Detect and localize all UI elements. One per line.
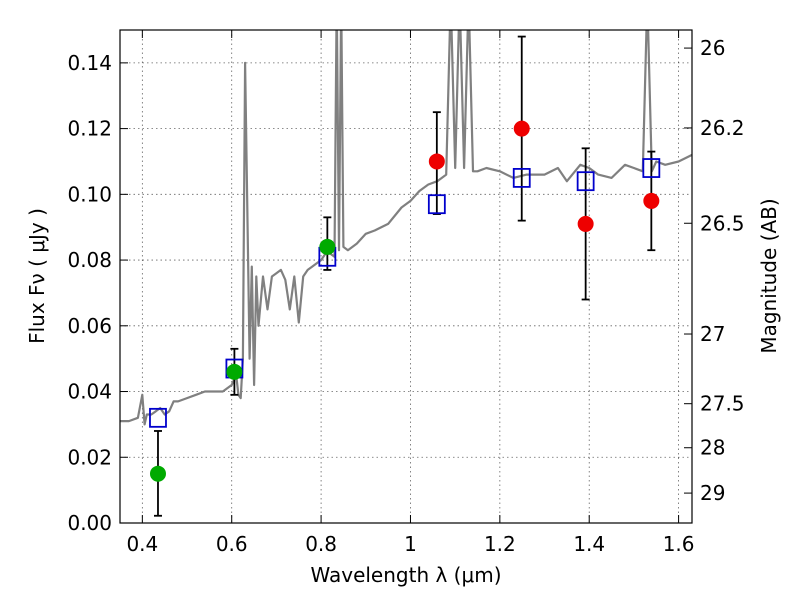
- x-tick-label: 1: [404, 532, 417, 556]
- x-tick-label: 1.4: [573, 532, 605, 556]
- y-tick-label: 0.12: [67, 117, 112, 141]
- magnitude-tick-label: 27: [700, 322, 725, 346]
- magnitude-tick-label: 26.5: [700, 211, 745, 235]
- observed-point: [319, 238, 336, 255]
- x-tick-label: 1.6: [663, 532, 695, 556]
- magnitude-tick-label: 29: [700, 481, 725, 505]
- magnitude-tick-label: 26.2: [700, 116, 745, 140]
- model-photometry-square: [576, 171, 595, 192]
- y-tick-label: 0.08: [67, 248, 112, 272]
- observed-point: [226, 363, 243, 380]
- model-photometry-square: [427, 194, 446, 215]
- y2-axis-label: Magnitude (AB): [757, 198, 781, 353]
- x-tick-label: 0.4: [126, 532, 158, 556]
- spectrum-line: [120, 30, 692, 426]
- y-tick-label: 0.00: [67, 511, 112, 535]
- observed-point: [513, 120, 530, 137]
- x-tick-label: 0.8: [305, 532, 337, 556]
- model-spectrum: [120, 30, 692, 426]
- magnitude-tick-label: 26: [700, 36, 725, 60]
- observed-point: [643, 192, 660, 209]
- x-axis-label: Wavelength λ (μm): [310, 563, 501, 587]
- plot-frame: [119, 29, 693, 524]
- observed-point: [149, 465, 166, 482]
- y-tick-label: 0.04: [67, 380, 112, 404]
- x-tick-label: 1.2: [484, 532, 516, 556]
- magnitude-tick-label: 28: [700, 436, 725, 460]
- model-photometry-square: [642, 158, 661, 178]
- y-tick-label: 0.14: [67, 51, 112, 75]
- ticks: 0.4 0.6 0.8 1 1.2 1.4 1.6 0.00 0.02 0.04 0.06 0.08 0…: [67, 30, 745, 556]
- model-photometry-square: [149, 407, 167, 428]
- x-tick-label: 0.6: [216, 532, 248, 556]
- magnitude-tick-label: 27.5: [700, 392, 745, 416]
- observed-point: [577, 215, 594, 232]
- y-tick-label: 0.02: [67, 445, 112, 469]
- y-axis-label: Flux Fν ( μJy ): [25, 208, 49, 344]
- model-photometry-square: [512, 167, 531, 188]
- y-tick-label: 0.10: [67, 182, 112, 206]
- markers: [149, 120, 661, 482]
- y-tick-label: 0.06: [67, 314, 112, 338]
- observed-point: [428, 153, 445, 170]
- grid: [120, 30, 692, 524]
- error-bars: [153, 35, 656, 517]
